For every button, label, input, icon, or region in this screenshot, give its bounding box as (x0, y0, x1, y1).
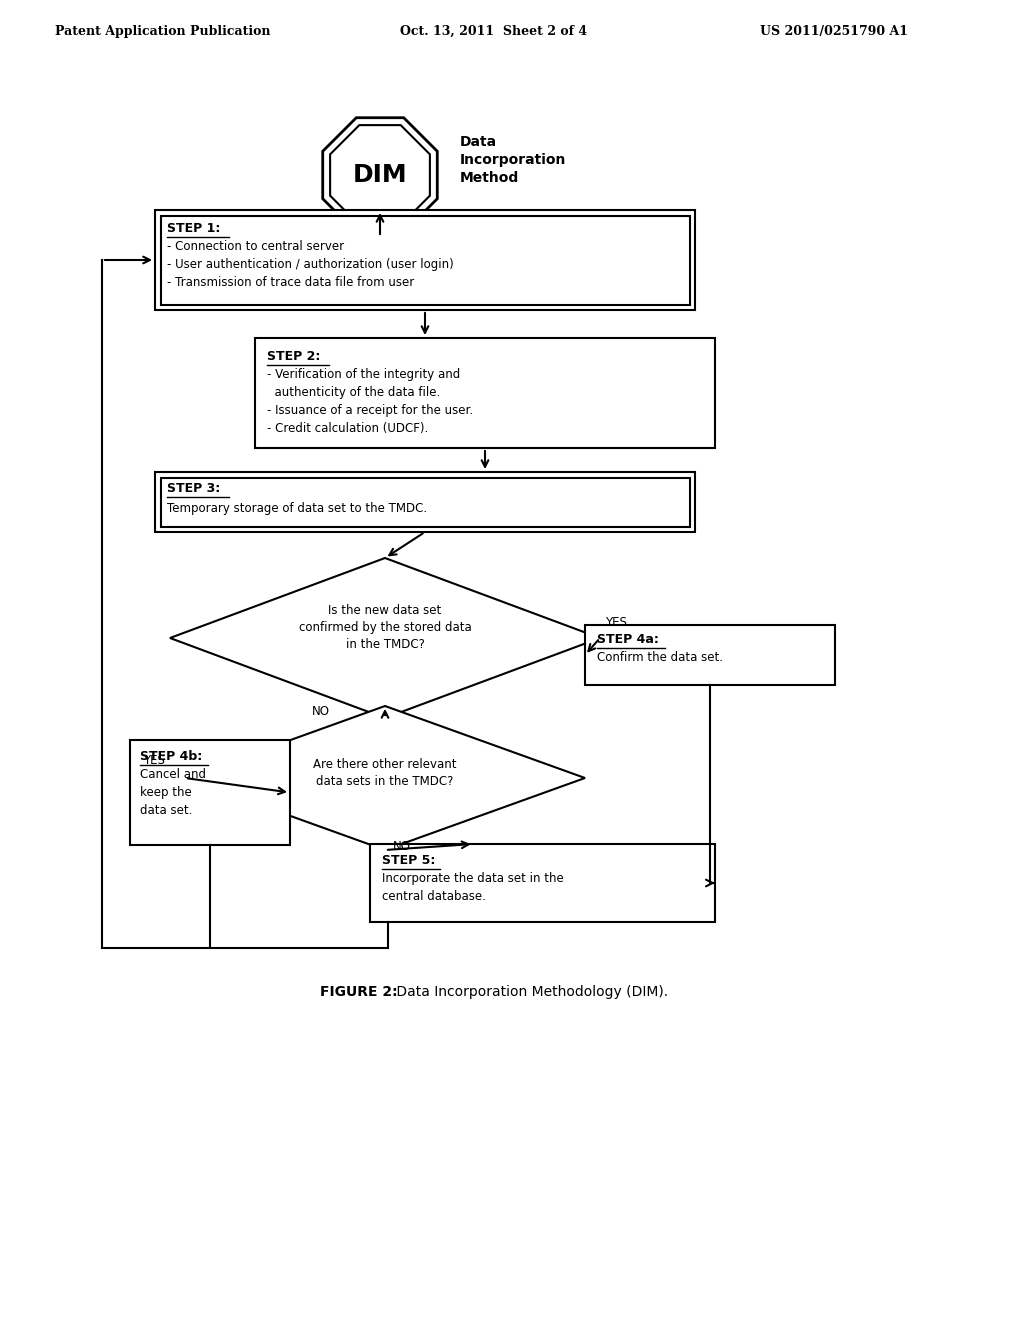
Text: - Verification of the integrity and
  authenticity of the data file.
- Issuance : - Verification of the integrity and auth… (267, 368, 473, 436)
Polygon shape (330, 125, 430, 224)
FancyBboxPatch shape (155, 210, 695, 310)
Text: Temporary storage of data set to the TMDC.: Temporary storage of data set to the TMD… (167, 502, 427, 515)
Text: NO: NO (393, 841, 411, 854)
Text: Data
Incorporation
Method: Data Incorporation Method (460, 135, 566, 185)
Text: Confirm the data set.: Confirm the data set. (597, 651, 723, 664)
Text: US 2011/0251790 A1: US 2011/0251790 A1 (760, 25, 908, 38)
Polygon shape (170, 558, 600, 718)
FancyBboxPatch shape (155, 473, 695, 532)
Text: YES: YES (605, 616, 627, 630)
Text: Oct. 13, 2011  Sheet 2 of 4: Oct. 13, 2011 Sheet 2 of 4 (400, 25, 587, 38)
Text: Incorporate the data set in the
central database.: Incorporate the data set in the central … (382, 873, 564, 903)
Text: STEP 5:: STEP 5: (382, 854, 435, 867)
Text: NO: NO (312, 705, 330, 718)
Text: Is the new data set
confirmed by the stored data
in the TMDC?: Is the new data set confirmed by the sto… (299, 605, 471, 652)
FancyBboxPatch shape (161, 215, 689, 305)
Text: YES: YES (143, 754, 165, 767)
Text: STEP 3:: STEP 3: (167, 482, 220, 495)
Text: Patent Application Publication: Patent Application Publication (55, 25, 270, 38)
Text: Data Incorporation Methodology (DIM).: Data Incorporation Methodology (DIM). (392, 985, 668, 999)
Text: Are there other relevant
data sets in the TMDC?: Are there other relevant data sets in th… (313, 758, 457, 788)
Text: STEP 4a:: STEP 4a: (597, 634, 658, 645)
Text: STEP 2:: STEP 2: (267, 350, 321, 363)
Text: STEP 4b:: STEP 4b: (140, 750, 203, 763)
FancyBboxPatch shape (585, 624, 835, 685)
Text: FIGURE 2:: FIGURE 2: (319, 985, 397, 999)
Polygon shape (323, 117, 437, 232)
FancyBboxPatch shape (370, 843, 715, 921)
Text: Cancel and
keep the
data set.: Cancel and keep the data set. (140, 768, 206, 817)
FancyBboxPatch shape (161, 478, 689, 527)
FancyBboxPatch shape (130, 741, 290, 845)
FancyBboxPatch shape (255, 338, 715, 447)
Text: DIM: DIM (352, 162, 408, 187)
Text: - Connection to central server
- User authentication / authorization (user login: - Connection to central server - User au… (167, 240, 454, 289)
Text: STEP 1:: STEP 1: (167, 222, 220, 235)
Polygon shape (185, 706, 585, 850)
